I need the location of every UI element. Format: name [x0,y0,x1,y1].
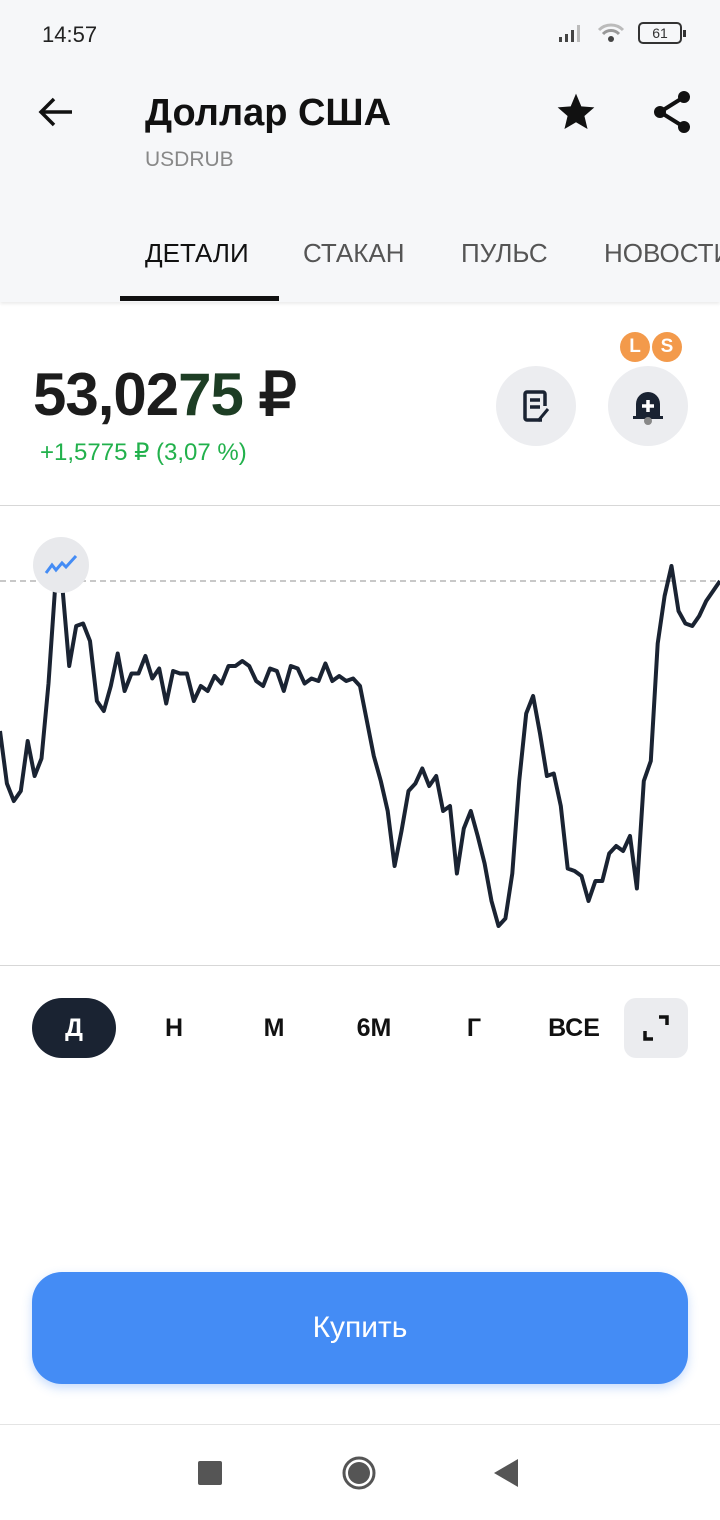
period-year[interactable]: Г [466,1014,482,1042]
period-week[interactable]: Н [164,1014,184,1042]
status-icons: 61 [558,22,686,44]
price-series-line [0,564,720,928]
period-all[interactable]: ВСЕ [548,1014,600,1042]
price-main: 53,02 [33,361,179,428]
fullscreen-button[interactable] [624,998,688,1058]
share-icon[interactable] [650,88,694,136]
page-title: Доллар США [145,92,392,134]
star-icon[interactable] [554,90,598,134]
note-edit-icon [523,390,550,422]
nav-back-icon[interactable] [494,1459,518,1487]
period-day[interactable]: Д [32,998,116,1058]
back-arrow-icon[interactable] [36,90,76,134]
period-selector: Д Н М 6М Г ВСЕ [0,998,720,1058]
badge-short: S [652,332,682,362]
period-month[interactable]: М [263,1014,285,1042]
home-icon[interactable] [341,1455,377,1491]
tab-pulse[interactable]: ПУЛЬС [461,238,548,268]
price-change: +1,5775 ₽ (3,07 %) [40,439,247,466]
divider [0,965,720,966]
active-tab-indicator [120,296,279,301]
price-chart[interactable] [0,506,720,966]
note-button[interactable] [496,366,576,446]
line-chart-icon [44,554,78,574]
buy-button[interactable]: Купить [32,1272,688,1384]
current-price: 53,0275 ₽ [33,360,297,430]
tab-news[interactable]: НОВОСТИ [604,238,720,268]
currency-sign: ₽ [258,361,297,428]
signal-icon [559,25,580,42]
tab-order-book[interactable]: СТАКАН [303,238,405,268]
top-bar: 14:57 61 Доллар США USDRUB ДЕТАЛИ СТАКАН… [0,0,720,302]
badge-long: L [620,332,650,362]
system-nav-bar [0,1424,720,1520]
chart-type-button[interactable] [33,537,89,593]
wifi-icon [597,23,625,42]
bell-plus-icon [633,392,663,425]
ticker-symbol: USDRUB [145,148,234,171]
status-time: 14:57 [42,22,98,47]
battery-icon: 61 [638,22,686,44]
divider [0,505,720,506]
tab-details[interactable]: ДЕТАЛИ [145,238,249,268]
price-tail: 75 [178,361,244,428]
recents-icon[interactable] [198,1461,222,1485]
expand-icon [643,1015,669,1041]
period-6m[interactable]: 6М [356,1014,392,1042]
tab-bar: ДЕТАЛИ СТАКАН ПУЛЬС НОВОСТИ [0,238,720,302]
price-alert-button[interactable] [608,366,688,446]
